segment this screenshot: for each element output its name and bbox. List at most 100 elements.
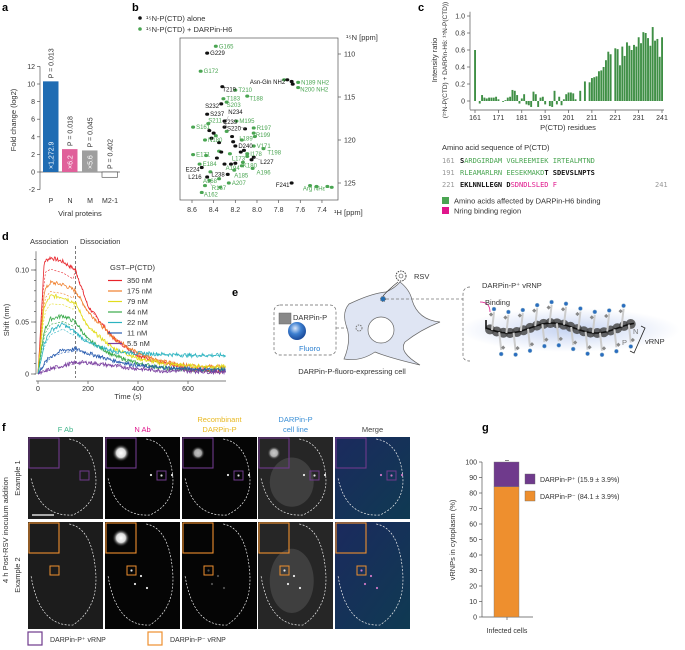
b-peak: [245, 154, 250, 158]
d-legend-label: 44 nM: [127, 308, 148, 317]
e-darpin-p-label: DARPin-P: [293, 313, 327, 322]
seq-row: SARDGIRDAM VGLREEMIEK IRTEALMTND: [460, 157, 595, 165]
b-label-leader: [224, 116, 229, 128]
fluoro-bead: [498, 351, 504, 357]
d-x-tick-label: 600: [182, 386, 194, 393]
vrnp-spot: [133, 582, 137, 586]
c-bar: [609, 54, 612, 101]
roi-box: [203, 565, 214, 576]
a-ylabel: Fold change (log2): [9, 88, 18, 151]
seq-row-start: 221: [442, 181, 455, 189]
c-bar: [492, 97, 495, 101]
d-phase-association: Association: [30, 237, 68, 246]
c-bar: [616, 49, 619, 101]
b-legend-marker-darpin: [138, 27, 142, 31]
g-y-tick-label: 40: [469, 553, 477, 560]
c-bar: [509, 96, 512, 101]
c-bar: [574, 99, 577, 101]
b-peak-label: T188: [249, 96, 263, 102]
inset-box: [105, 522, 137, 554]
b-leader-layer: [209, 116, 261, 187]
f-legend-orange-box: [147, 631, 163, 646]
b-peak: [249, 158, 254, 162]
d-phase-dissociation: Dissociation: [80, 237, 120, 246]
f-condition-label: 4 h Post-RSV inoculum addition: [1, 477, 10, 583]
b-peak: [191, 125, 196, 129]
c-x-tick-label: 161: [469, 115, 481, 122]
inset-box: [28, 522, 60, 554]
b-peak: [205, 175, 210, 179]
g-y-tick-label: 100: [465, 460, 477, 467]
b-peak: [285, 78, 290, 82]
panel-label-a: a: [2, 2, 9, 14]
cell-outline: [337, 523, 404, 626]
c-x-tick-label: 211: [586, 115, 597, 122]
b-label-leader: [237, 125, 246, 129]
vrnp-spot: [149, 473, 153, 477]
inset-box: [182, 522, 214, 554]
fluoro-sphere-icon: [288, 322, 306, 340]
c-bar: [572, 93, 575, 101]
b-label-leader: [209, 180, 212, 187]
b-peak: [245, 94, 250, 98]
vrnp-spot: [375, 586, 379, 590]
c-y-tick-label: 0.8: [455, 31, 465, 38]
a-y-tick-label: 0: [31, 170, 35, 177]
d-x-tick-label: 400: [132, 386, 144, 393]
f-row-label-2: Example 2: [13, 557, 22, 592]
cell-outline: [107, 438, 174, 516]
b-peak-label: R199: [256, 133, 271, 139]
b-peak: [296, 85, 301, 90]
fluoro-bead: [621, 303, 626, 308]
d-xlabel: Time (s): [114, 392, 142, 401]
d-legend-label: 22 nM: [127, 318, 148, 327]
seq-segment: IRTEALMTND: [553, 157, 595, 165]
a-bar-label: ×1,272.9: [49, 141, 56, 169]
darpin-square: [488, 312, 494, 317]
seq-row-start: 161: [442, 157, 455, 165]
c-bar: [518, 101, 521, 104]
d-x-tick-label: 200: [82, 386, 94, 393]
vrnp-spot: [323, 473, 327, 477]
a-p-value: P = 0.045: [88, 117, 95, 147]
fluoro-bead: [513, 352, 518, 357]
microscopy-image: [335, 522, 410, 629]
b-peak-label: T219: [222, 88, 236, 94]
d-legend-label: 11 nM: [127, 329, 147, 338]
e-vrnp-pos-label: DARPin-P⁺ vRNP: [482, 281, 542, 290]
a-bar-M: [82, 150, 98, 172]
microscopy-image: [28, 522, 103, 629]
p-protein-tail: [505, 314, 510, 334]
vrnp-spot: [222, 586, 226, 590]
c-xlabel: P(CTD) residues: [540, 123, 596, 132]
fluoro-bead: [606, 308, 612, 313]
c-bar: [593, 77, 596, 101]
a-p-value: P = 0.013: [49, 48, 56, 78]
inset-spot: [112, 444, 130, 462]
seq-legend-magenta-swatch: [442, 207, 449, 214]
fluoro-bead: [506, 309, 511, 315]
vrnp-spot: [145, 586, 149, 590]
b-peak: [202, 138, 207, 142]
panel-d-binding-kinetics: Association Dissociation Shift (nm) Time…: [2, 237, 226, 401]
b-y-tick-label: 115: [344, 95, 355, 102]
b-peak: [240, 160, 245, 164]
f-column-header: Merge: [362, 425, 383, 434]
b-peak: [251, 144, 256, 148]
c-bar: [539, 97, 542, 101]
p-protein-tail: [584, 331, 589, 350]
b-peak: [219, 102, 224, 106]
c-bar: [607, 51, 610, 101]
b-x-tick-label: 8.4: [209, 207, 219, 214]
roi-box: [279, 565, 290, 576]
g-y-tick-label: 90: [469, 475, 477, 482]
c-bar: [633, 44, 635, 101]
vrnp-spot: [170, 473, 174, 477]
b-y-tick-label: 120: [344, 138, 356, 145]
d-legend-title: GST–P(CTD): [110, 263, 156, 272]
b-peak-label: G172: [204, 69, 219, 75]
d-series-line: [37, 313, 226, 374]
c-bar: [553, 90, 556, 101]
b-x-tick-label: 8.2: [230, 207, 240, 214]
vrnp-spot: [139, 574, 143, 578]
